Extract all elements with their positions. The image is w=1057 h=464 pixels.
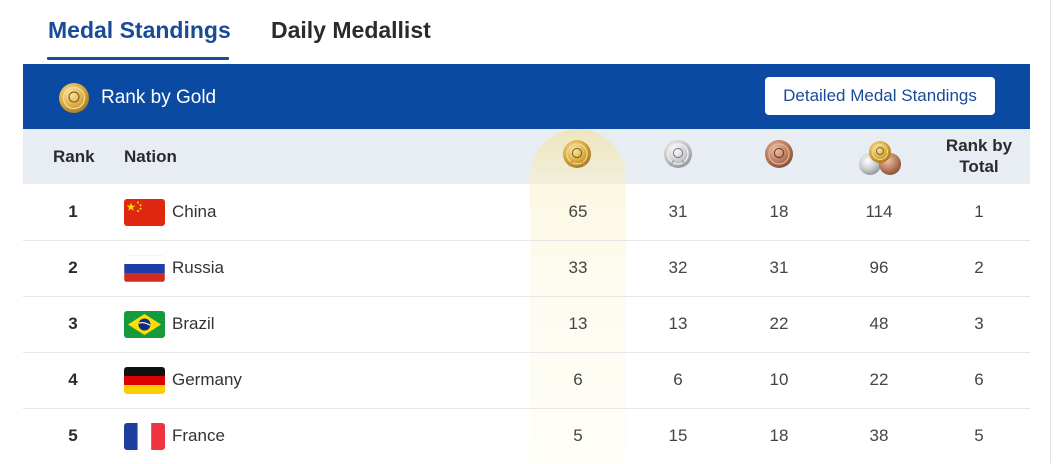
silver-count: 6 — [673, 370, 683, 389]
bronze-count: 10 — [769, 370, 789, 389]
nation-column-header[interactable]: Nation — [124, 147, 177, 166]
france-flag-icon — [124, 423, 165, 450]
bronze-count: 22 — [769, 314, 789, 333]
gold-count: 65 — [568, 202, 588, 221]
silver-count: 15 — [668, 426, 688, 445]
all-medals-icon[interactable] — [856, 138, 904, 178]
rank-by-total-value: 3 — [974, 314, 984, 333]
tab-daily-medallist[interactable]: Daily Medallist — [271, 17, 431, 43]
detailed-medal-standings-button[interactable]: Detailed Medal Standings — [765, 77, 995, 115]
total-count: 48 — [869, 314, 889, 333]
rank-by-total-line2: Total — [959, 157, 999, 176]
page-right-border — [1050, 0, 1051, 463]
total-count: 96 — [869, 258, 889, 277]
total-count: 22 — [869, 370, 889, 389]
rank-cell: 5 — [68, 426, 78, 445]
bronze-count: 31 — [769, 258, 789, 277]
china-flag-icon — [124, 199, 165, 226]
table-row[interactable]: 1 China 65 31 18 114 1 — [23, 184, 1030, 241]
rank-by-total-value: 5 — [974, 426, 984, 445]
rank-by-total-value: 2 — [974, 258, 984, 277]
silver-count: 32 — [668, 258, 688, 277]
russia-flag-icon — [124, 255, 165, 282]
total-count: 38 — [869, 426, 889, 445]
active-tab-indicator — [47, 57, 229, 60]
gold-count: 13 — [568, 314, 588, 333]
table-row[interactable]: 4 Germany 6 6 10 22 6 — [23, 352, 1030, 409]
rank-cell: 2 — [68, 258, 78, 277]
tab-medal-standings[interactable]: Medal Standings — [48, 17, 231, 43]
nation-name[interactable]: China — [172, 202, 217, 221]
brazil-flag-icon — [124, 311, 165, 338]
gold-medal-icon — [59, 83, 89, 113]
silver-count: 13 — [668, 314, 688, 333]
germany-flag-icon — [124, 367, 165, 394]
nation-name[interactable]: Brazil — [172, 314, 215, 333]
rank-by-gold-title: Rank by Gold — [101, 87, 217, 108]
silver-medal-icon[interactable] — [661, 138, 695, 172]
rank-cell: 3 — [68, 314, 78, 333]
table-row[interactable]: 5 France 5 15 18 38 5 — [23, 408, 1030, 464]
rank-by-total-value: 6 — [974, 370, 984, 389]
table-row[interactable]: 2 Russia 33 32 31 96 2 — [23, 240, 1030, 297]
nation-name[interactable]: France — [172, 426, 225, 445]
gold-count: 6 — [573, 370, 583, 389]
ranking-header-bar: Rank by Gold Detailed Medal Standings — [23, 64, 1030, 129]
gold-medal-icon[interactable] — [560, 138, 594, 172]
bronze-medal-icon[interactable] — [762, 138, 796, 172]
nation-name[interactable]: Russia — [172, 258, 224, 277]
table-row[interactable]: 3 Brazil 13 13 22 48 3 — [23, 296, 1030, 353]
table-header-row: Rank Nation Rank by Total — [23, 129, 1030, 184]
tab-bar: Medal Standings Daily Medallist — [0, 0, 1040, 62]
rank-by-total-column-header[interactable]: Rank by Total — [928, 135, 1030, 177]
rank-cell: 1 — [68, 202, 78, 221]
bronze-count: 18 — [769, 202, 789, 221]
gold-count: 33 — [568, 258, 588, 277]
rank-cell: 4 — [68, 370, 78, 389]
total-count: 114 — [865, 202, 893, 221]
rank-by-total-value: 1 — [974, 202, 984, 221]
nation-name[interactable]: Germany — [172, 370, 242, 389]
silver-count: 31 — [668, 202, 688, 221]
bronze-count: 18 — [769, 426, 789, 445]
gold-count: 5 — [573, 426, 583, 445]
rank-by-total-line1: Rank by — [945, 136, 1013, 155]
rank-column-header[interactable]: Rank — [53, 147, 95, 166]
